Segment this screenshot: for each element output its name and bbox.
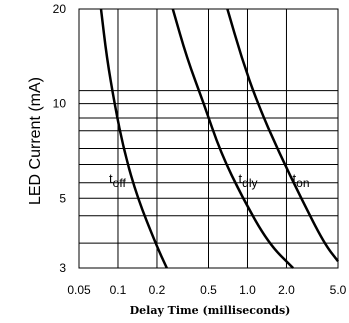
y-tick-label: 10 <box>53 97 67 111</box>
x-tick-label: 5.0 <box>330 283 347 297</box>
y-tick-labels: 3 5 10 20 <box>53 2 67 275</box>
x-tick-labels: 0.05 0.1 0.2 0.5 1.0 2.0 5.0 <box>67 283 346 297</box>
curve-on <box>226 8 339 263</box>
x-tick-label: 2.0 <box>278 283 295 297</box>
x-tick-label: 0.05 <box>67 283 91 297</box>
curve-dly <box>171 8 294 269</box>
curve-label-off: toff <box>109 171 126 190</box>
curve-off <box>99 8 168 269</box>
y-tick-label: 20 <box>53 2 67 16</box>
y-axis-label: LED Current (mA) <box>27 77 44 205</box>
y-tick-label: 5 <box>59 191 66 205</box>
plot-frame <box>78 8 339 269</box>
curve-labels: toff tdly ton <box>109 171 309 190</box>
curve-label-dly: tdly <box>239 171 258 190</box>
curve-label-on: ton <box>293 171 310 190</box>
x-tick-label: 0.5 <box>200 283 217 297</box>
y-tick-label: 3 <box>59 261 66 275</box>
x-axis-label: Delay Time (milliseconds) <box>130 304 291 317</box>
x-tick-label: 0.2 <box>149 283 166 297</box>
x-tick-label: 1.0 <box>239 283 256 297</box>
x-tick-label: 0.1 <box>110 283 127 297</box>
curves <box>99 8 339 269</box>
grid <box>78 9 339 269</box>
